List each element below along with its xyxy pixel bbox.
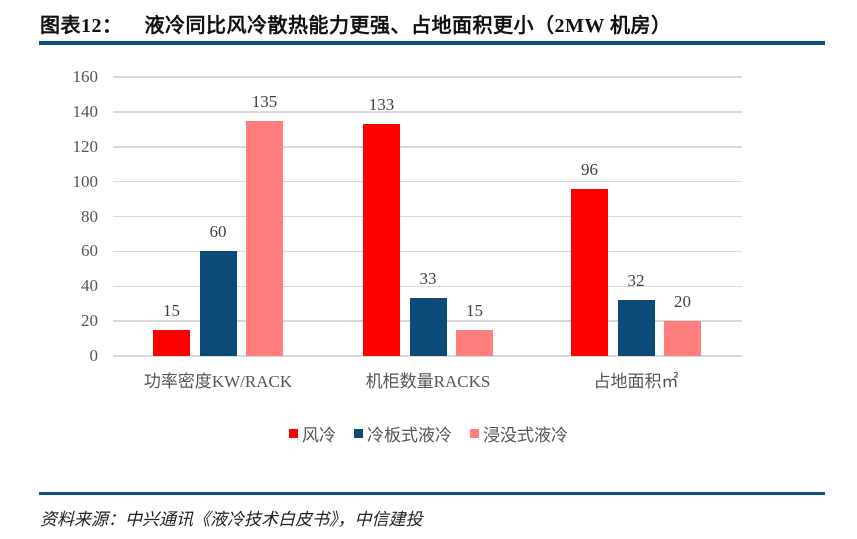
x-category-label: 机柜数量RACKS [365,372,491,391]
legend-label: 风冷 [302,426,336,445]
bar [246,120,283,356]
y-tick-label: 140 [72,101,99,121]
source-note: 资料来源：中兴通讯《液冷技术白皮书》，中信建投 [40,510,423,529]
legend-item-cold-plate: 冷板式液冷 [354,421,452,446]
gridline [113,76,742,78]
legend-item-air: 风冷 [289,421,336,446]
gridline [113,180,742,183]
gridline [113,355,742,357]
data-label: 15 [466,300,483,320]
gridline [113,285,742,287]
gridline [113,111,742,113]
data-label: 60 [209,222,227,242]
y-tick-label: 60 [81,241,98,261]
data-label: 15 [163,300,180,320]
bar [363,124,400,356]
data-label: 96 [581,159,598,179]
figure-title-text: 液冷同比风冷散热能力更强、占地面积更小（2MW 机房） [144,15,672,37]
footer-rule [39,492,825,495]
gridline [113,250,742,253]
y-tick-label: 80 [81,206,98,226]
data-label: 33 [419,269,437,289]
chart-legend: 风冷 冷板式液冷 浸没式液冷 [0,421,857,446]
x-category-label: 占地面积㎡ [593,372,679,391]
y-tick-label: 120 [72,136,99,156]
y-tick-label: 40 [81,276,98,296]
legend-label: 冷板式液冷 [367,426,452,445]
bar [153,329,190,356]
legend-swatch-air [289,429,298,438]
bar [456,329,493,356]
data-label: 133 [368,95,395,115]
data-label: 20 [674,292,691,312]
y-tick-label: 0 [89,346,99,365]
y-tick-label: 100 [72,171,99,191]
figure-label: 图表12： [40,15,123,37]
legend-label: 浸没式液冷 [483,426,568,445]
y-tick-label: 20 [81,311,98,331]
x-category-label: 功率密度KW/RACK [143,372,293,391]
figure-title: 图表12： 液冷同比风冷散热能力更强、占地面积更小（2MW 机房） [40,9,672,38]
bar [199,251,237,356]
bar [571,188,608,356]
header-rule [39,41,825,45]
data-label: 32 [627,271,645,291]
legend-swatch-immersion [470,429,479,438]
bar [409,298,447,356]
gridline [113,146,742,148]
legend-swatch-cold-plate [354,429,363,438]
data-label: 135 [251,91,278,111]
bar [617,300,655,356]
bar [664,321,701,356]
y-tick-label: 160 [72,67,99,86]
gridline [113,215,742,218]
legend-item-immersion: 浸没式液冷 [470,421,568,446]
